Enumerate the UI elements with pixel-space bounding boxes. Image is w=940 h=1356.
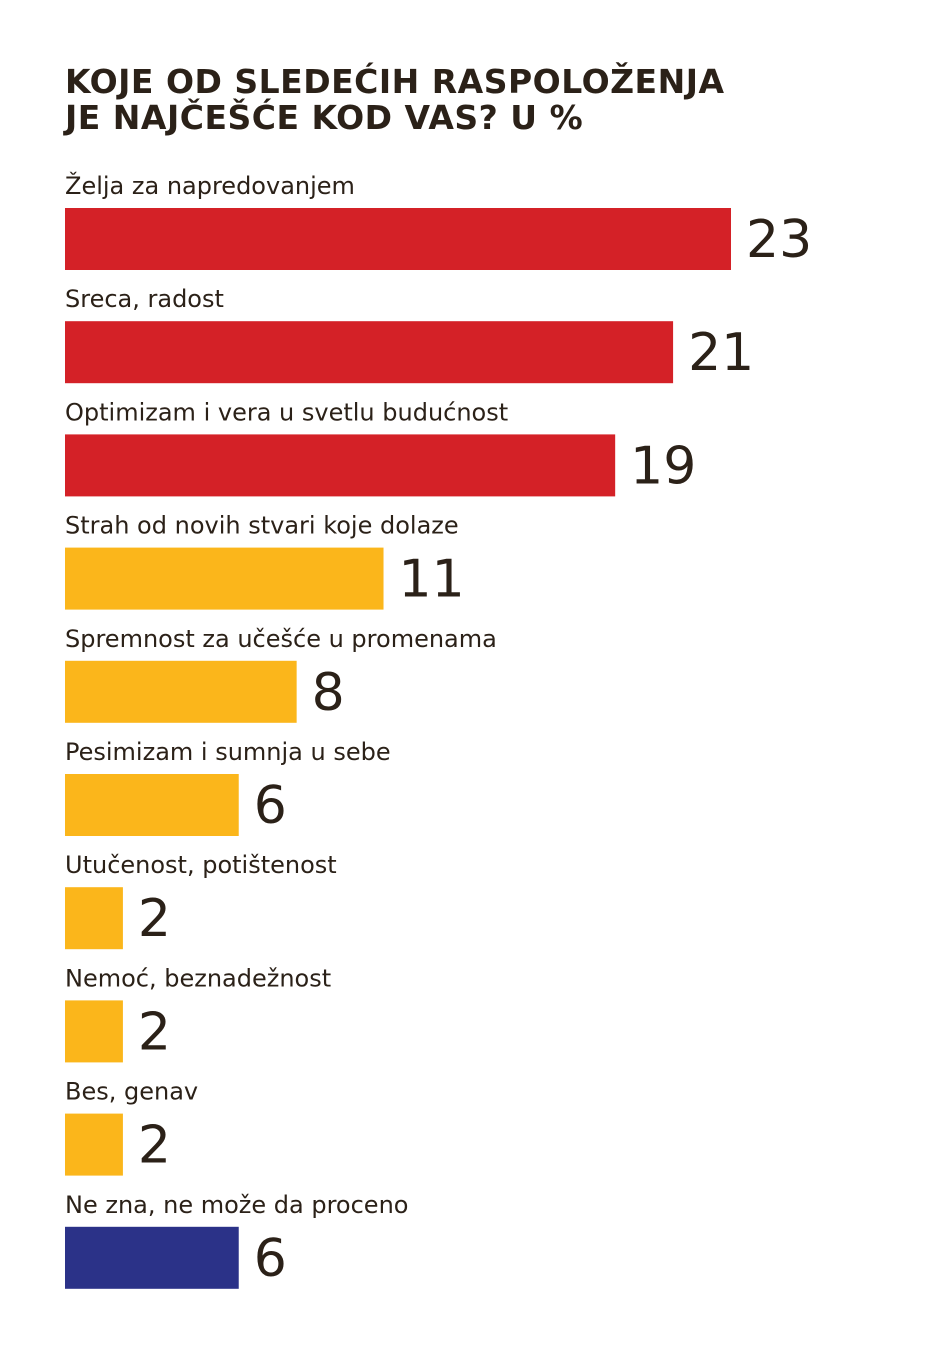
category-label: Utučenost, potištenost	[65, 851, 337, 879]
chart-title: KOJE OD SLEDEĆIH RASPOLOŽENJA JE NAJČEŠĆ…	[65, 64, 885, 136]
category-label: Bes, genav	[65, 1078, 198, 1106]
bar	[65, 660, 297, 723]
chart-title-line-2: JE NAJČEŠĆE KOD VAS? U %	[65, 98, 584, 137]
bar-row: Ne zna, ne može da proceno 6	[65, 1191, 408, 1289]
bar	[65, 1000, 123, 1063]
bar-row: Optimizam i vera u svetlu budućnost 19	[65, 398, 696, 497]
value-label: 2	[138, 1116, 171, 1176]
value-label: 2	[138, 889, 171, 949]
bar	[65, 1226, 239, 1289]
bar-row: Sreca, radost 21	[65, 285, 754, 384]
category-label: Optimizam i vera u svetlu budućnost	[65, 398, 508, 426]
category-label: Strah od novih stvari koje dolaze	[65, 512, 459, 540]
value-label: 19	[630, 436, 696, 496]
value-label: 6	[254, 1229, 287, 1289]
bar-row: Strah od novih stvari koje dolaze 11	[65, 512, 465, 610]
bar-row: Nemoć, beznadežnost 2	[65, 964, 331, 1063]
value-label: 2	[138, 1002, 171, 1062]
bar-row: Utučenost, potištenost 2	[65, 851, 337, 950]
category-label: Spremnost za učešće u promenama	[65, 625, 497, 653]
bar	[65, 547, 384, 610]
bar	[65, 774, 239, 836]
bar-row: Spremnost za učešće u promenama 8	[65, 625, 497, 723]
bar-row: Bes, genav 2	[65, 1078, 198, 1176]
bar-row: Pesimizam i sumnja u sebe 6	[65, 738, 391, 836]
bar	[65, 887, 123, 950]
value-label: 23	[746, 210, 812, 270]
bar	[65, 434, 616, 497]
category-label: Želja za napredovanjem	[65, 171, 355, 200]
bar	[65, 321, 674, 384]
category-label: Pesimizam i sumnja u sebe	[65, 738, 391, 766]
category-label: Sreca, radost	[65, 285, 224, 313]
value-label: 6	[254, 776, 287, 836]
bar	[65, 208, 731, 270]
value-label: 8	[312, 663, 345, 723]
value-label: 11	[399, 550, 465, 610]
value-label: 21	[688, 323, 754, 383]
bar	[65, 1113, 123, 1176]
category-label: Nemoć, beznadežnost	[65, 964, 331, 992]
bar-row: Želja za napredovanjem 23	[65, 171, 812, 270]
chart-title-line-1: KOJE OD SLEDEĆIH RASPOLOŽENJA	[65, 62, 725, 101]
category-label: Ne zna, ne može da proceno	[65, 1191, 408, 1219]
